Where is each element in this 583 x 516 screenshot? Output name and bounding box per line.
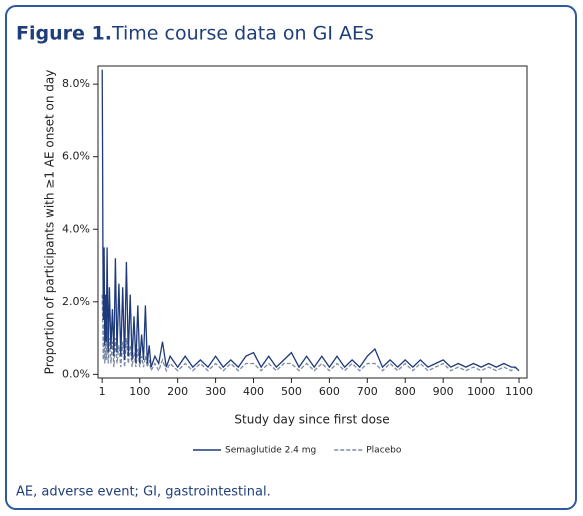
x-tick-label: 600 bbox=[319, 385, 340, 398]
series-line bbox=[101, 294, 520, 373]
x-tick-label: 800 bbox=[395, 385, 416, 398]
x-tick-label: 500 bbox=[281, 385, 302, 398]
x-tick-label: 700 bbox=[357, 385, 378, 398]
x-tick-label: 300 bbox=[205, 385, 226, 398]
y-tick-label: 2.0% bbox=[62, 295, 90, 308]
plot-frame bbox=[97, 65, 528, 379]
x-axis-label: Study day since first dose bbox=[234, 413, 389, 427]
figure-label: Figure 1. bbox=[16, 23, 112, 45]
x-tick-label: 400 bbox=[243, 385, 264, 398]
y-tick-label: 6.0% bbox=[62, 150, 90, 163]
footnote: AE, adverse event; GI, gastrointestinal. bbox=[16, 485, 271, 500]
chart-title: Time course data on GI AEs bbox=[111, 23, 374, 45]
series-line bbox=[101, 69, 520, 372]
x-tick-label: 200 bbox=[167, 385, 188, 398]
legend-label: Placebo bbox=[366, 446, 402, 456]
x-tick-label: 100 bbox=[129, 385, 150, 398]
x-tick-label: 1000 bbox=[467, 385, 495, 398]
y-axis-label: Proportion of participants with ≥1 AE on… bbox=[43, 70, 57, 375]
y-tick-label: 0.0% bbox=[62, 367, 90, 380]
figure-frame bbox=[5, 5, 577, 510]
x-tick-label: 1100 bbox=[505, 385, 533, 398]
y-tick-label: 4.0% bbox=[62, 222, 90, 235]
x-tick-label: 1 bbox=[99, 385, 106, 398]
x-tick-label: 900 bbox=[433, 385, 454, 398]
y-tick-label: 8.0% bbox=[62, 77, 90, 90]
legend-label: Semaglutide 2.4 mg bbox=[225, 446, 316, 456]
